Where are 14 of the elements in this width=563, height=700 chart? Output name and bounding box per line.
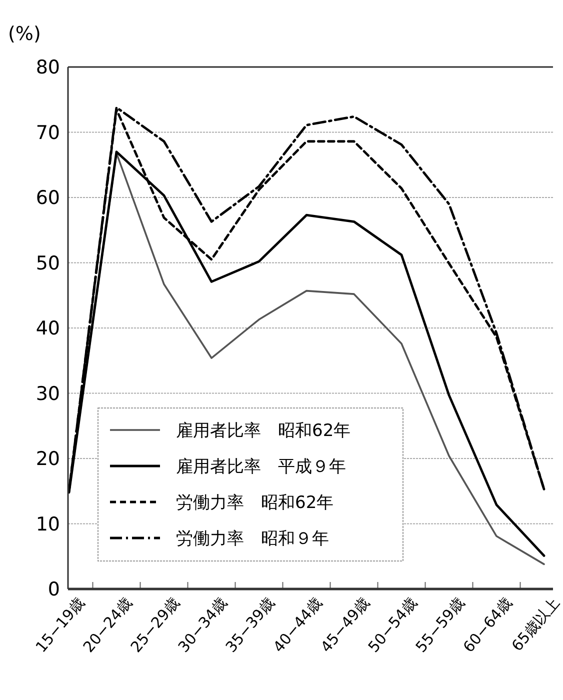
legend-label: 労働力率 昭和62年 [176,492,334,513]
y-axis-title: (%) [8,23,41,45]
legend-label: 雇用者比率 平成９年 [176,456,346,477]
y-tick-label: 50 [36,252,60,274]
y-tick-label: 0 [48,578,60,601]
y-tick-label: 20 [36,448,60,470]
y-tick-label: 60 [36,187,60,210]
legend-label: 雇用者比率 昭和62年 [176,420,351,441]
legend-label: 労働力率 昭和９年 [176,528,329,549]
y-tick-label: 40 [36,318,60,340]
y-tick-label: 80 [36,56,60,79]
y-tick-label: 70 [36,122,60,144]
y-tick-label: 30 [36,382,60,405]
y-tick-label: 10 [36,513,60,536]
